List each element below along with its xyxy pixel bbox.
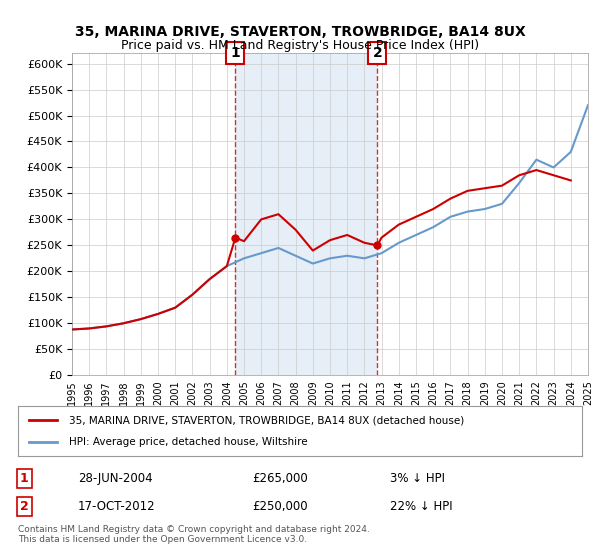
Bar <box>235 53 377 375</box>
Text: HPI: Average price, detached house, Wiltshire: HPI: Average price, detached house, Wilt… <box>69 437 307 447</box>
Text: £265,000: £265,000 <box>252 472 308 486</box>
Text: £250,000: £250,000 <box>252 500 308 514</box>
Text: Contains HM Land Registry data © Crown copyright and database right 2024.
This d: Contains HM Land Registry data © Crown c… <box>18 525 370 544</box>
Text: Price paid vs. HM Land Registry's House Price Index (HPI): Price paid vs. HM Land Registry's House … <box>121 39 479 52</box>
Text: 1: 1 <box>20 472 28 486</box>
Text: 17-OCT-2012: 17-OCT-2012 <box>78 500 155 514</box>
Text: 2: 2 <box>20 500 28 514</box>
Text: 22% ↓ HPI: 22% ↓ HPI <box>390 500 452 514</box>
Text: 35, MARINA DRIVE, STAVERTON, TROWBRIDGE, BA14 8UX (detached house): 35, MARINA DRIVE, STAVERTON, TROWBRIDGE,… <box>69 415 464 425</box>
Text: 3% ↓ HPI: 3% ↓ HPI <box>390 472 445 486</box>
Text: 35, MARINA DRIVE, STAVERTON, TROWBRIDGE, BA14 8UX: 35, MARINA DRIVE, STAVERTON, TROWBRIDGE,… <box>74 25 526 39</box>
Text: 2: 2 <box>373 46 382 60</box>
Text: 28-JUN-2004: 28-JUN-2004 <box>78 472 152 486</box>
Text: 1: 1 <box>230 46 240 60</box>
